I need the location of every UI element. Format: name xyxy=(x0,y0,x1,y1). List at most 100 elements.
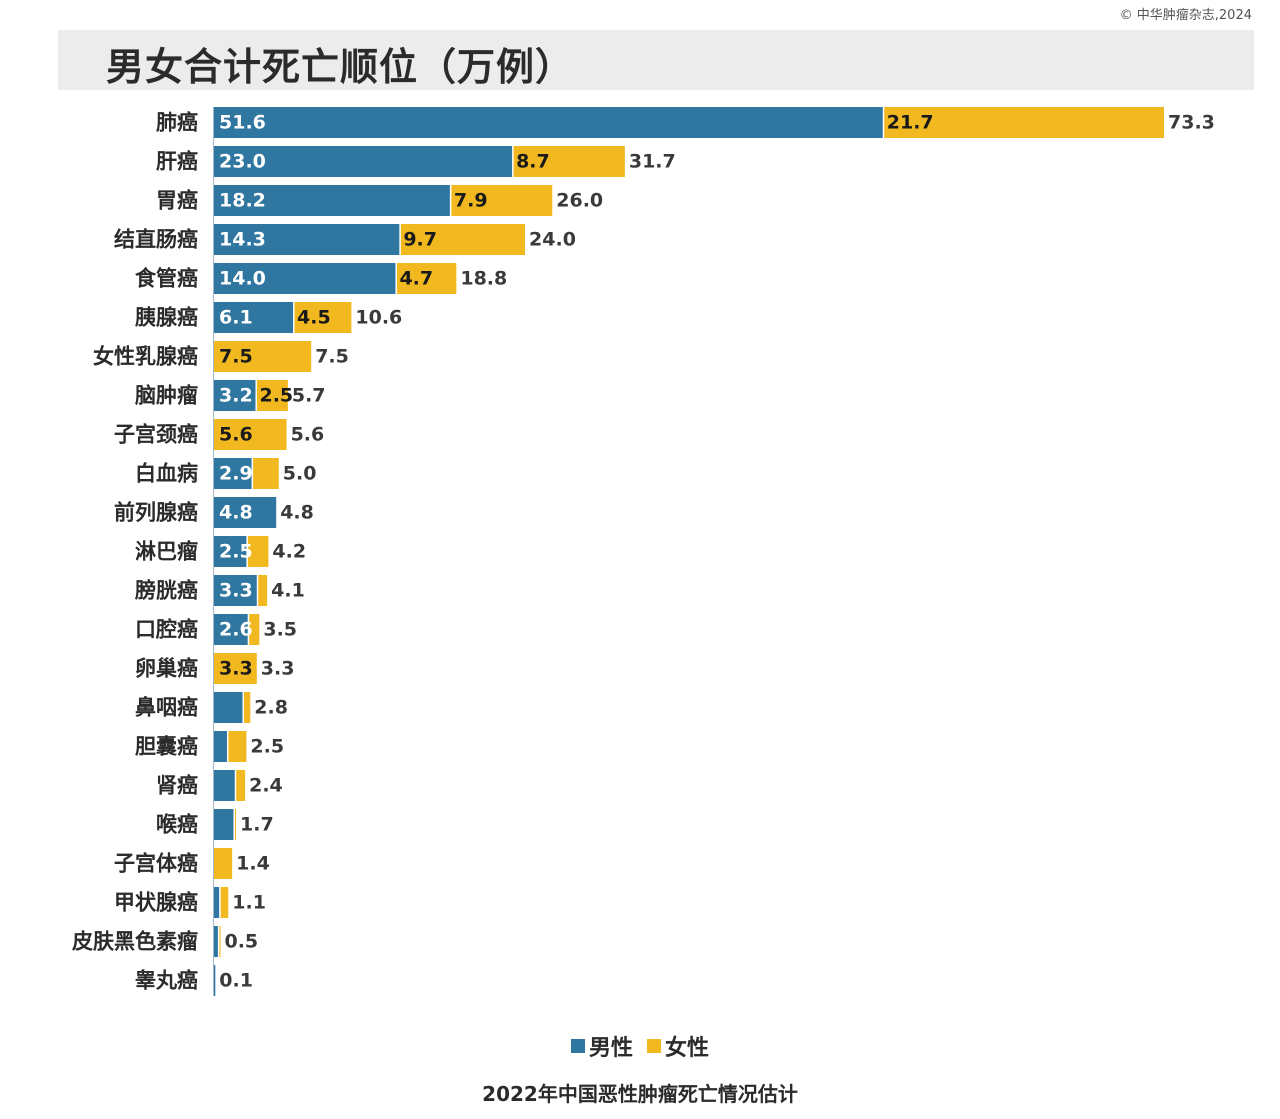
data-label-male: 3.3 xyxy=(219,580,253,602)
data-label-total: 0.5 xyxy=(224,931,258,953)
data-label-male: 4.8 xyxy=(219,502,253,524)
bar-female xyxy=(236,770,246,801)
category-label: 胰腺癌 xyxy=(135,306,198,330)
category-label: 肾癌 xyxy=(156,774,198,798)
bar-female xyxy=(884,107,1164,138)
category-label: 鼻咽癌 xyxy=(135,696,198,720)
bar-male xyxy=(214,107,883,138)
bar-female xyxy=(214,419,287,450)
data-label-total: 1.4 xyxy=(236,853,270,875)
data-label-total: 24.0 xyxy=(529,229,576,251)
bar-female xyxy=(214,653,257,684)
data-label-male: 14.0 xyxy=(219,268,266,290)
category-label: 脑肿瘤 xyxy=(135,384,198,408)
category-label: 口腔癌 xyxy=(135,618,198,642)
bar-male xyxy=(214,263,396,294)
bar-male xyxy=(214,926,218,957)
data-label-male: 23.0 xyxy=(219,151,266,173)
bar-female xyxy=(451,185,553,216)
category-label: 胆囊癌 xyxy=(135,735,198,759)
data-label-male: 6.1 xyxy=(219,307,253,329)
bar-female xyxy=(214,848,233,879)
bar-male xyxy=(214,458,252,489)
bar-female xyxy=(220,887,229,918)
data-label-total: 10.6 xyxy=(355,307,402,329)
data-label-male: 14.3 xyxy=(219,229,266,251)
category-label: 白血病 xyxy=(135,462,198,486)
bar-male xyxy=(214,146,513,177)
data-label-female: 9.7 xyxy=(403,229,437,251)
bar-female xyxy=(228,731,247,762)
bar-female xyxy=(400,224,526,255)
category-label: 甲状腺癌 xyxy=(114,891,198,915)
bar-male xyxy=(214,770,235,801)
data-label-total: 73.3 xyxy=(1168,112,1215,134)
bar-male xyxy=(214,302,294,333)
category-label: 肝癌 xyxy=(156,150,198,174)
data-label-female: 3.3 xyxy=(219,658,253,680)
data-label-total: 0.1 xyxy=(219,970,253,992)
copyright-note: © 中华肿瘤杂志,2024 xyxy=(1119,8,1252,23)
bar-female xyxy=(219,926,221,957)
category-label: 子宫体癌 xyxy=(114,852,198,876)
data-label-total: 3.3 xyxy=(261,658,295,680)
data-label-female: 7.5 xyxy=(219,346,253,368)
data-label-total: 5.6 xyxy=(291,424,325,446)
bar-female xyxy=(396,263,457,294)
data-label-male: 2.5 xyxy=(219,541,253,563)
bar-male xyxy=(214,497,277,528)
legend-label-female: 女性 xyxy=(665,1036,710,1061)
data-label-total: 3.5 xyxy=(263,619,297,641)
category-label: 子宫颈癌 xyxy=(114,423,198,447)
data-label-total: 2.4 xyxy=(249,775,283,797)
bar-female xyxy=(256,380,288,411)
title-band: 男女合计死亡顺位（万例） xyxy=(58,30,1254,90)
chart-footer: 2022年中国恶性肿瘤死亡情况估计 xyxy=(482,1082,798,1106)
legend-item-male: 男性 xyxy=(570,1030,633,1062)
data-label-male: 2.6 xyxy=(219,619,253,641)
category-label: 胃癌 xyxy=(156,189,198,213)
bar-female xyxy=(234,809,237,840)
bar-male xyxy=(214,536,247,567)
category-label: 皮肤黑色素瘤 xyxy=(72,930,198,954)
data-label-female: 5.6 xyxy=(219,424,253,446)
bar-male xyxy=(214,380,256,411)
bar-female xyxy=(247,536,269,567)
bar-female xyxy=(294,302,352,333)
data-label-female: 2.5 xyxy=(259,385,293,407)
legend-item-female: 女性 xyxy=(647,1030,709,1062)
category-label: 前列腺癌 xyxy=(114,501,198,525)
bar-female xyxy=(214,341,312,372)
data-label-total: 2.5 xyxy=(250,736,284,758)
bar-male xyxy=(214,575,257,606)
data-label-female: 8.7 xyxy=(516,151,550,173)
bar-male xyxy=(214,731,227,762)
bar-male xyxy=(214,614,248,645)
bar-male xyxy=(214,224,400,255)
data-label-female: 21.7 xyxy=(887,112,934,134)
category-label: 女性乳腺癌 xyxy=(93,345,198,369)
data-label-female: 4.7 xyxy=(399,268,433,290)
bar-male xyxy=(214,185,450,216)
data-label-total: 1.7 xyxy=(240,814,274,836)
legend-swatch-male xyxy=(570,1039,585,1053)
category-label: 食管癌 xyxy=(135,267,198,291)
category-label: 肺癌 xyxy=(156,111,198,135)
data-label-male: 3.2 xyxy=(219,385,253,407)
data-label-total: 4.8 xyxy=(280,502,314,524)
data-label-male: 18.2 xyxy=(219,190,266,212)
data-label-total: 18.8 xyxy=(460,268,507,290)
bar-female xyxy=(249,614,260,645)
data-label-total: 5.0 xyxy=(283,463,317,485)
data-label-total: 2.8 xyxy=(254,697,288,719)
legend-label-male: 男性 xyxy=(588,1036,633,1061)
data-label-total: 7.5 xyxy=(315,346,349,368)
category-label: 卵巢癌 xyxy=(135,657,198,681)
data-label-total: 31.7 xyxy=(629,151,676,173)
bar-female xyxy=(244,692,251,723)
chart-title: 男女合计死亡顺位（万例） xyxy=(106,45,575,89)
data-label-total: 4.1 xyxy=(271,580,305,602)
bar-male xyxy=(214,887,220,918)
category-label: 膀胱癌 xyxy=(134,579,198,603)
